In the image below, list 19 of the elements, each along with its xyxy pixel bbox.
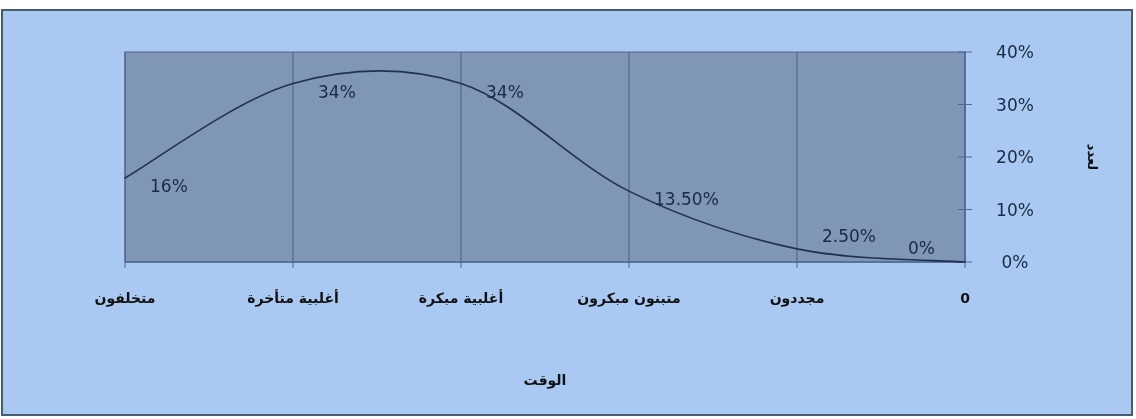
x-tick-label: متخلفون (94, 290, 156, 307)
x-tick-label: 0 (960, 290, 971, 306)
x-tick-label: أغلبية مبكرة (418, 289, 504, 307)
data-label: 0% (908, 238, 935, 258)
x-tick-label: مجددون (769, 290, 825, 307)
x-axis-title: الوقت (523, 372, 567, 389)
x-tick-label: أغلبية متأخرة (247, 289, 339, 307)
y-tick-label: 10% (996, 199, 1034, 220)
x-tick-label: متبنون مبكرون (577, 290, 681, 307)
data-label: 16% (150, 176, 188, 196)
y-axis-title: لعدد (1085, 143, 1100, 171)
y-tick-label: 30% (996, 94, 1034, 115)
data-label: 2.50% (822, 226, 877, 246)
y-tick-label: 40% (996, 42, 1034, 62)
data-label: 34% (486, 81, 524, 102)
y-tick-label: 0% (1001, 252, 1029, 272)
data-label: 34% (318, 81, 356, 102)
data-label: 13.50% (654, 189, 719, 210)
y-tick-label: 20% (996, 147, 1034, 167)
